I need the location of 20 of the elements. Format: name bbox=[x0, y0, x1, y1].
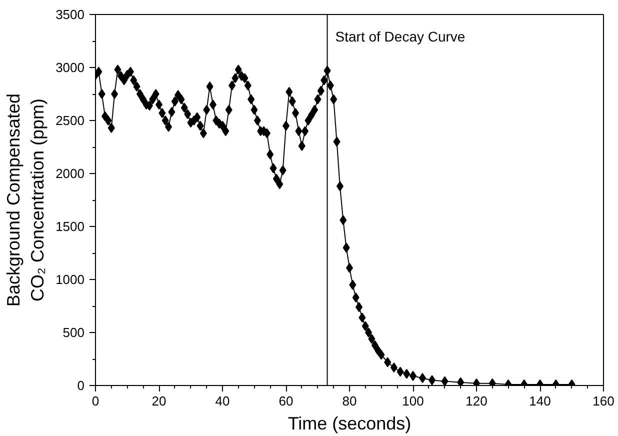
y-axis-title: Background Compensated CO₂ Concentration (ppm) bbox=[4, 93, 48, 307]
x-tick-label: 0 bbox=[92, 394, 100, 408]
y-tick-label: 1500 bbox=[56, 219, 84, 234]
x-tick-label: 40 bbox=[215, 394, 230, 408]
y-tick-label: 0 bbox=[77, 378, 85, 393]
x-tick-label: 60 bbox=[278, 394, 294, 408]
x-tick-label: 160 bbox=[592, 394, 614, 408]
y-tick-label: 500 bbox=[62, 325, 85, 340]
x-tick-label: 20 bbox=[152, 394, 166, 408]
y-tick-label: 2000 bbox=[56, 166, 84, 181]
y-tick-label: 3000 bbox=[56, 60, 84, 75]
x-axis-title: Time (seconds) bbox=[288, 414, 412, 434]
x-tick-label: 100 bbox=[402, 394, 424, 408]
ref-line-label: Start of Decay Curve bbox=[335, 28, 466, 44]
y-tick-label: 2500 bbox=[56, 113, 84, 128]
x-tick-label: 120 bbox=[466, 394, 488, 408]
y-tick-label: 3500 bbox=[56, 7, 84, 22]
x-tick-label: 80 bbox=[342, 394, 357, 408]
y-tick-label: 1000 bbox=[56, 272, 84, 287]
x-tick-label: 140 bbox=[529, 394, 551, 408]
